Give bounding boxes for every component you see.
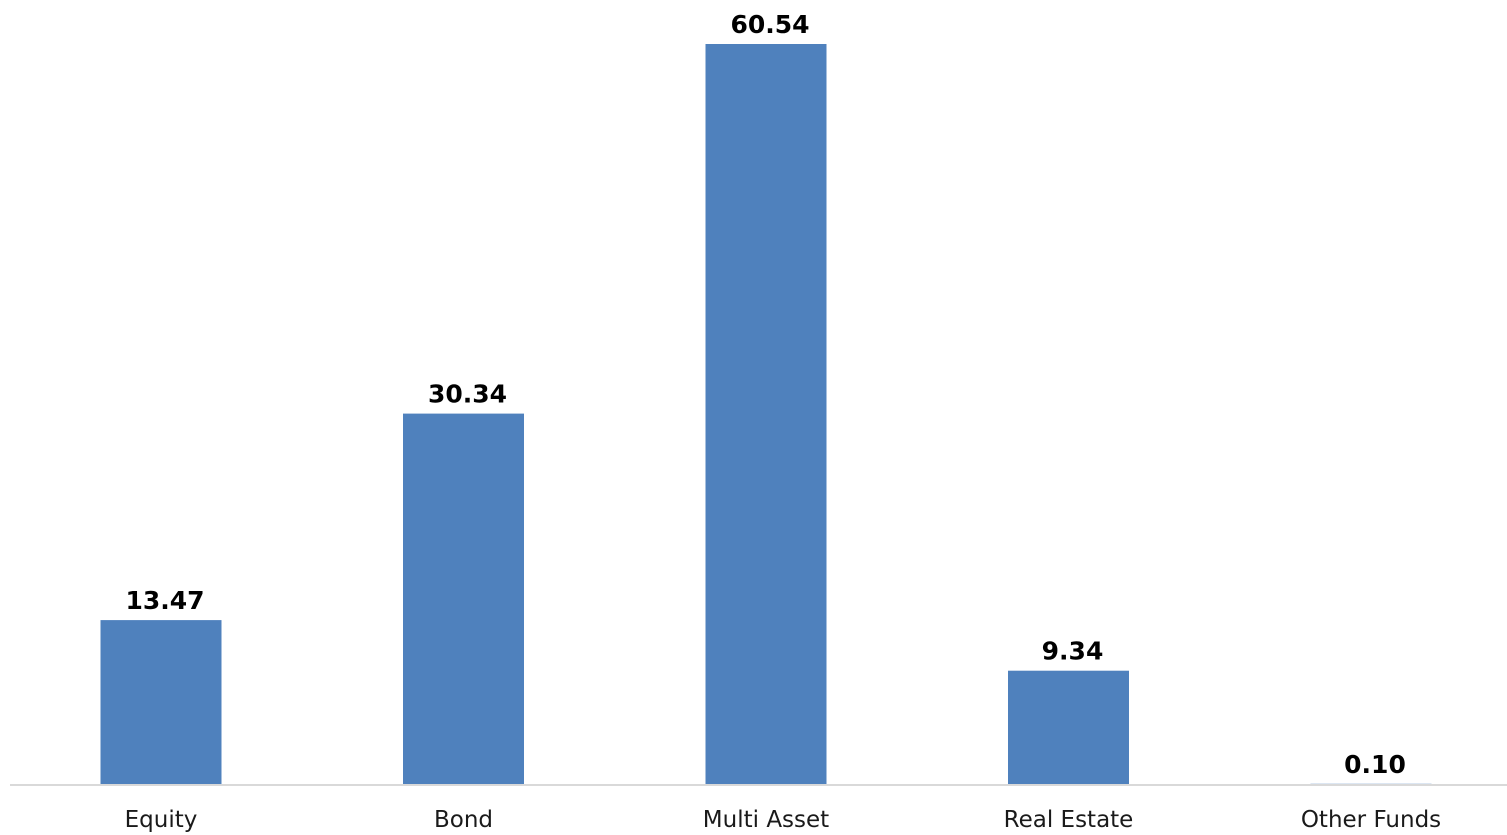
data-label-other-funds: 0.10 — [1344, 750, 1406, 779]
data-label-equity: 13.47 — [125, 586, 204, 615]
data-label-bond: 30.34 — [428, 380, 507, 409]
bars-layer — [100, 44, 1432, 785]
data-label-real-estate: 9.34 — [1042, 637, 1104, 666]
data-label-multi-asset: 60.54 — [730, 10, 809, 39]
x-tick-label-other-funds: Other Funds — [1301, 807, 1441, 833]
bar-real-estate — [1008, 670, 1129, 785]
x-tick-label-bond: Bond — [434, 807, 493, 833]
x-tick-labels-layer: Equity Bond Multi Asset Real Estate Other Fu… — [125, 807, 1442, 833]
bar-equity — [100, 620, 222, 785]
x-tick-label-real-estate: Real Estate — [1004, 807, 1134, 833]
x-tick-label-equity: Equity — [125, 807, 198, 833]
bar-multi-asset — [705, 44, 827, 785]
x-tick-label-multi-asset: Multi Asset — [703, 807, 829, 833]
bar-bond — [403, 413, 524, 785]
data-labels-layer: 13.47 30.34 60.54 9.34 0.10 — [125, 10, 1405, 779]
